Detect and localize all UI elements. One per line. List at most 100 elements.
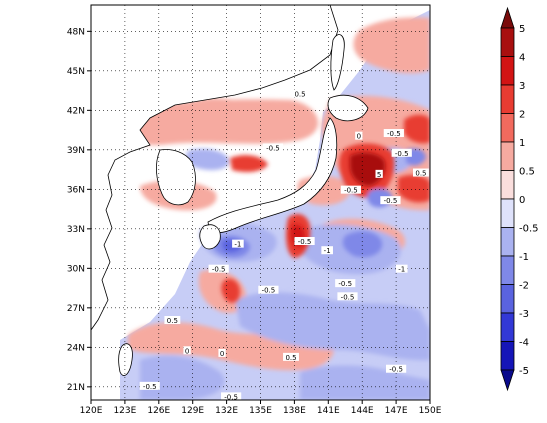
contour-label-bg — [391, 148, 412, 157]
contour-label-bg — [395, 264, 408, 273]
contour-label-bg — [383, 129, 404, 138]
contour-label-bg — [337, 292, 358, 301]
x-tick-label: 144E — [351, 406, 374, 416]
blue-strong — [342, 231, 383, 258]
red-strong — [404, 114, 430, 144]
x-tick-label: 135E — [249, 406, 272, 416]
contour-label-bg — [292, 89, 308, 98]
colorbar-extend-bottom — [500, 369, 515, 392]
x-tick-label: 141E — [317, 406, 340, 416]
x-tick-label: 147E — [385, 406, 408, 416]
contour-label: -0.5 — [262, 287, 276, 295]
japan-honshu — [207, 117, 338, 233]
colorbar-label: 4 — [519, 53, 525, 64]
colorbar-swatch — [500, 284, 515, 314]
colorbar-extend-top — [500, 6, 515, 29]
y-tick-label: 42N — [67, 106, 85, 116]
x-tick-label: 120E — [80, 406, 103, 416]
contour-label-bg — [139, 381, 160, 390]
colorbar-label: 5 — [519, 24, 525, 35]
y-tick-label: 30N — [67, 264, 85, 274]
colorbar: 5 4 3 2 1 0.5 0 -0.5 -1 -2 -3 -4 -5 — [500, 6, 539, 392]
colorbar-swatch — [500, 170, 515, 200]
contour-label: 0.5 — [167, 317, 178, 325]
contour-label-bg — [335, 279, 356, 288]
y-tick-label: 33N — [67, 225, 85, 235]
contour-label: -0.5 — [143, 383, 157, 391]
red-region — [128, 322, 334, 371]
y-tick-label: 24N — [67, 343, 85, 353]
contour-label: -0.5 — [344, 187, 358, 195]
contour-label-bg — [294, 237, 315, 245]
colorbar-swatch — [500, 255, 515, 285]
korean-peninsula — [156, 149, 196, 206]
y-tick-label: 39N — [67, 146, 85, 156]
y-tick-label: 45N — [67, 67, 85, 77]
x-tick-label: 126E — [147, 406, 170, 416]
y-axis-ticks: 21N 24N 27N 30N 33N 36N 39N 42N 45N 48N — [67, 27, 91, 393]
contour-label: -0.5 — [298, 238, 312, 246]
red-strong — [230, 155, 268, 172]
contour-label-bg — [375, 169, 383, 178]
contour-label-bg — [218, 348, 226, 357]
contour-label-bg — [164, 316, 181, 324]
colorbar-label: 1 — [519, 138, 525, 149]
x-axis-ticks: 120E 123E 126E 129E 132E 135E 138E 141E 144E 147E… — [80, 400, 442, 416]
contour-label: -0.5 — [338, 280, 352, 288]
contour-label: -1 — [234, 241, 241, 249]
contour-label: 0.5 — [415, 170, 426, 178]
contour-label: -0.5 — [341, 293, 355, 301]
asian-mainland — [91, 5, 339, 331]
blue-region — [235, 292, 430, 361]
sakhalin-island — [330, 34, 345, 91]
colorbar-swatch — [500, 227, 515, 257]
colorbar-swatch — [500, 341, 515, 371]
colorbar-swatch — [500, 141, 515, 171]
red-strong — [398, 175, 430, 203]
colorbar-label: -0.5 — [519, 224, 539, 235]
y-tick-label: 27N — [67, 304, 85, 314]
taiwan-island — [118, 343, 133, 376]
contour-label: -0.5 — [266, 145, 280, 153]
contour-label: -0.5 — [212, 266, 226, 274]
contour-label-bg — [386, 364, 407, 373]
contour-label-bg — [221, 392, 242, 401]
x-tick-label: 132E — [215, 406, 238, 416]
colorbar-swatch — [500, 84, 515, 114]
colorbar-swatch — [500, 56, 515, 86]
colorbar-label: -1 — [519, 252, 529, 263]
colorbar-label: -5 — [519, 366, 529, 377]
colorbar-label: -3 — [519, 309, 529, 320]
contour-label: 0 — [185, 347, 189, 355]
contour-label-bg — [258, 285, 279, 294]
colorbar-label: 0 — [519, 195, 525, 206]
japan-hokkaido — [327, 94, 369, 122]
contour-label-bg — [183, 346, 191, 355]
colorbar-label: -4 — [519, 338, 529, 349]
contour-label: -1 — [324, 247, 331, 255]
contour-label-bg — [232, 239, 244, 248]
x-tick-label: 138E — [283, 406, 306, 416]
red-strong — [221, 278, 240, 303]
colorbar-swatch — [500, 198, 515, 228]
x-tick-label: 150E — [419, 406, 442, 416]
contour-label-bg — [283, 352, 299, 361]
y-tick-label: 21N — [67, 383, 85, 393]
y-tick-label: 48N — [67, 27, 85, 37]
contour-label: 0.5 — [285, 354, 296, 362]
contour-label: 0 — [357, 133, 361, 141]
x-tick-label: 123E — [113, 406, 136, 416]
colorbar-label: 0.5 — [519, 167, 535, 178]
colorbar-label: -2 — [519, 281, 529, 292]
contour-label: -0.5 — [389, 366, 403, 374]
y-tick-label: 36N — [67, 185, 85, 195]
contour-label: -1 — [398, 266, 405, 274]
blue-region — [185, 148, 230, 171]
colorbar-label: 2 — [519, 110, 525, 121]
contour-label: 0.5 — [294, 91, 305, 99]
japan-kyushu — [199, 224, 221, 250]
contour-label: -0.5 — [224, 393, 238, 401]
colorbar-swatch — [500, 27, 515, 57]
contour-label: -0.5 — [387, 130, 401, 138]
